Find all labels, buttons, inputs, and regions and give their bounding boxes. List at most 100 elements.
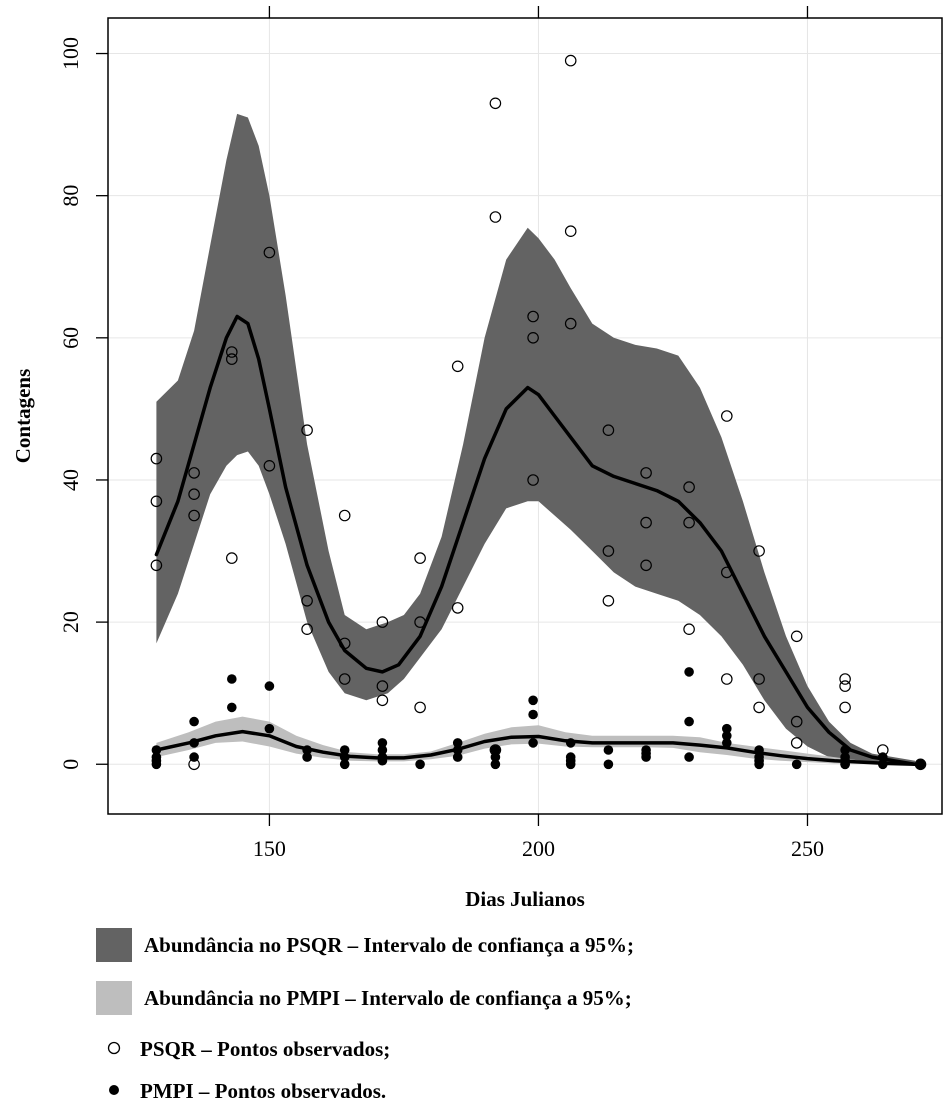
psqr-point bbox=[414, 552, 426, 564]
psqr-point bbox=[640, 467, 652, 479]
psqr-point bbox=[790, 715, 803, 728]
y-tick-label-0: 0 bbox=[58, 759, 83, 770]
pmpi-point bbox=[339, 759, 350, 770]
pmpi-point bbox=[754, 745, 764, 755]
pmpi-point bbox=[490, 752, 501, 762]
y-tick-label-2: 40 bbox=[58, 469, 83, 491]
psqr-point bbox=[263, 246, 276, 259]
pmpi-point bbox=[189, 752, 199, 762]
psqr-point bbox=[451, 602, 464, 614]
pmpi-point bbox=[565, 738, 576, 748]
fitted-lines bbox=[154, 314, 917, 767]
pmpi-point bbox=[722, 738, 732, 748]
pmpi-point bbox=[302, 745, 312, 755]
psqr-point bbox=[720, 673, 733, 685]
x-tick-label-1: 200 bbox=[522, 836, 555, 861]
legend: Abundância no PSQR – Intervalo de confia… bbox=[96, 928, 634, 1103]
psqr-point bbox=[602, 545, 615, 557]
pmpi-point bbox=[722, 723, 732, 734]
x-tick-label-0: 150 bbox=[253, 836, 286, 861]
psqr-point bbox=[527, 474, 539, 486]
y-tick-label-4: 80 bbox=[58, 185, 83, 207]
y-tick-label-5: 100 bbox=[58, 37, 83, 70]
psqr-point bbox=[602, 594, 615, 607]
psqr-point bbox=[150, 495, 163, 508]
pmpi-point bbox=[528, 695, 538, 706]
psqr-point bbox=[414, 701, 426, 714]
pmpi-point bbox=[339, 745, 350, 755]
pmpi-point bbox=[722, 731, 732, 741]
psqr-point bbox=[564, 225, 577, 237]
pmpi-fitted-line bbox=[154, 729, 917, 767]
psqr-point bbox=[683, 516, 695, 529]
psqr-point bbox=[338, 637, 351, 650]
legend-label-0: Abundância no PSQR – Intervalo de confia… bbox=[144, 933, 634, 957]
pmpi-point bbox=[377, 745, 388, 755]
psqr-point bbox=[602, 424, 615, 436]
psqr-point bbox=[564, 317, 577, 330]
psqr-point bbox=[839, 701, 851, 714]
pmpi-point bbox=[151, 745, 162, 755]
psqr-point bbox=[489, 211, 502, 223]
psqr-point bbox=[489, 97, 502, 110]
psqr-point bbox=[376, 680, 389, 692]
psqr-point bbox=[338, 509, 351, 522]
pmpi-point bbox=[264, 723, 275, 734]
pmpi-point bbox=[151, 759, 162, 770]
legend-swatch-3 bbox=[109, 1085, 119, 1095]
psqr-point bbox=[839, 680, 851, 692]
legend-swatch-0 bbox=[96, 928, 132, 962]
psqr-point bbox=[914, 758, 927, 771]
pmpi-point bbox=[840, 759, 850, 770]
pmpi-point bbox=[452, 745, 463, 755]
legend-label-1: Abundância no PMPI – Intervalo de confia… bbox=[144, 986, 632, 1010]
psqr-point bbox=[376, 616, 389, 628]
psqr-point bbox=[376, 694, 389, 707]
psqr-point bbox=[226, 552, 238, 564]
psqr-point bbox=[301, 424, 313, 436]
psqr-point bbox=[301, 594, 313, 607]
psqr-point bbox=[226, 353, 238, 365]
pmpi-point bbox=[452, 752, 463, 762]
psqr-point bbox=[720, 410, 733, 422]
psqr-point bbox=[301, 623, 313, 635]
psqr-point bbox=[683, 481, 695, 493]
plot-frame bbox=[107, 17, 943, 815]
psqr-point bbox=[640, 516, 652, 529]
pmpi-point bbox=[415, 759, 425, 770]
pmpi-point bbox=[684, 752, 694, 762]
pmpi-point bbox=[189, 716, 199, 727]
psqr-point bbox=[753, 673, 765, 685]
psqr-fitted-line bbox=[154, 314, 917, 767]
pmpi-point bbox=[490, 759, 501, 770]
psqr-point bbox=[150, 452, 163, 465]
legend-label-3: PMPI – Pontos observados. bbox=[140, 1079, 386, 1103]
x-axis-title: Dias Julianos bbox=[465, 887, 585, 911]
pmpi-point bbox=[377, 755, 388, 766]
psqr-point bbox=[790, 737, 803, 749]
psqr-point bbox=[683, 623, 695, 635]
y-tick-label-1: 20 bbox=[58, 611, 83, 633]
psqr-point bbox=[263, 459, 276, 472]
legend-swatch-2 bbox=[107, 1041, 121, 1055]
pmpi-point bbox=[528, 709, 538, 720]
psqr-point bbox=[839, 673, 851, 685]
psqr-point bbox=[188, 488, 200, 500]
pmpi-point bbox=[840, 745, 850, 755]
pmpi-point bbox=[603, 745, 614, 755]
pmpi-point bbox=[264, 681, 275, 691]
psqr-point bbox=[527, 331, 539, 344]
pmpi-point bbox=[878, 752, 888, 762]
pmpi-point bbox=[339, 752, 350, 762]
psqr-confidence-band bbox=[156, 113, 916, 765]
psqr-point bbox=[188, 509, 200, 522]
pmpi-point bbox=[377, 738, 388, 748]
y-axis-title: Contagens bbox=[11, 369, 35, 464]
y-tick-label-3: 60 bbox=[58, 327, 83, 349]
legend-label-2: PSQR – Pontos observados; bbox=[140, 1037, 390, 1061]
pmpi-point bbox=[452, 738, 463, 748]
psqr-point bbox=[150, 559, 163, 572]
pmpi-point bbox=[791, 759, 802, 770]
psqr-point bbox=[338, 673, 351, 685]
